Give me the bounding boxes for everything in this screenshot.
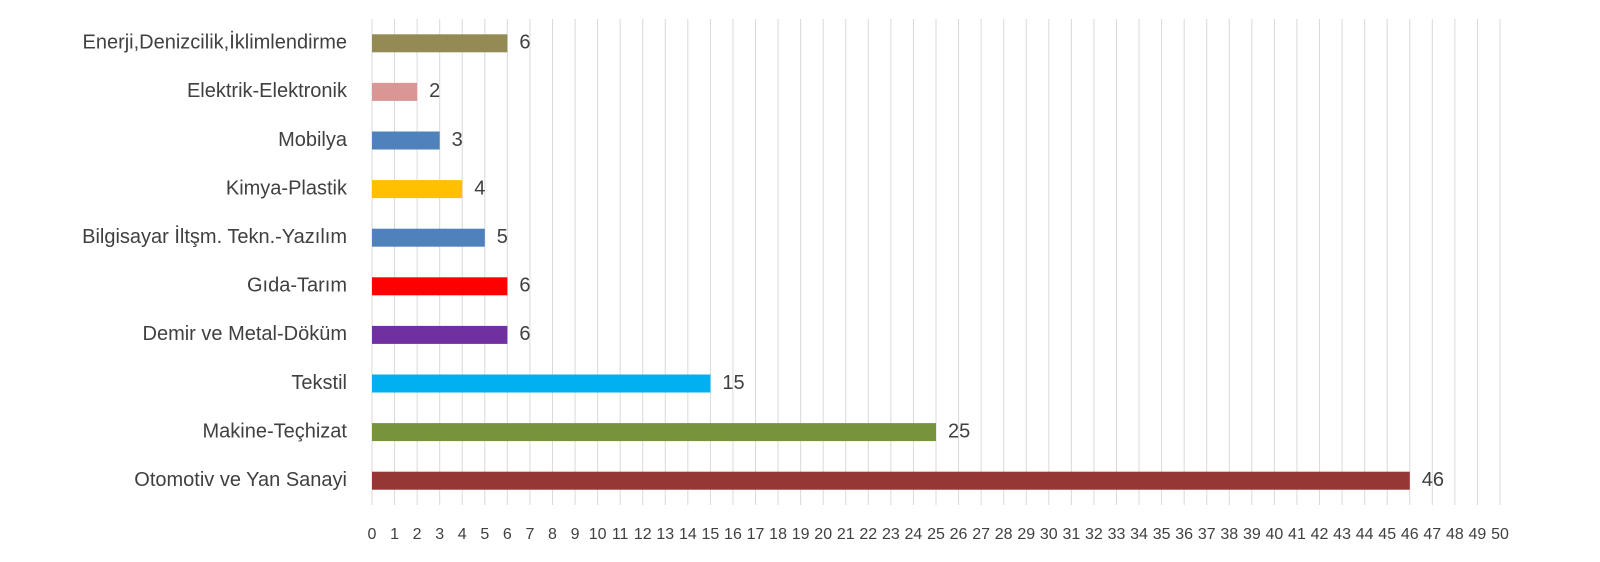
bar: [372, 82, 418, 101]
x-tick-label: 42: [1311, 526, 1329, 543]
x-tick-label: 7: [525, 526, 534, 543]
y-tick-label: Mobilya: [278, 129, 348, 151]
x-tick-label: 33: [1108, 526, 1126, 543]
y-tick-label: Tekstil: [291, 372, 347, 394]
x-tick-label: 28: [995, 526, 1013, 543]
y-tick-label: Enerji,Denizcilik,İklimlendirme: [82, 31, 347, 54]
bar: [372, 34, 508, 53]
value-label: 25: [948, 420, 970, 442]
bar: [372, 180, 463, 199]
x-tick-label: 45: [1378, 526, 1396, 543]
x-tick-label: 2: [413, 526, 422, 543]
value-label: 6: [519, 32, 530, 54]
x-tick-label: 13: [656, 526, 674, 543]
bar: [372, 325, 508, 344]
x-tick-label: 3: [435, 526, 444, 543]
x-tick-label: 37: [1198, 526, 1216, 543]
x-tick-label: 34: [1130, 526, 1148, 543]
bar: [372, 228, 485, 247]
x-tick-label: 36: [1175, 526, 1193, 543]
x-tick-label: 23: [882, 526, 900, 543]
x-tick-label: 43: [1333, 526, 1351, 543]
x-tick-label: 1: [390, 526, 399, 543]
x-tick-label: 39: [1243, 526, 1261, 543]
x-tick-label: 16: [724, 526, 742, 543]
x-tick-label: 8: [548, 526, 557, 543]
x-tick-label: 35: [1153, 526, 1171, 543]
bar: [372, 374, 711, 393]
value-label: 4: [474, 177, 485, 199]
x-tick-label: 10: [589, 526, 607, 543]
x-tick-label: 38: [1220, 526, 1238, 543]
x-tick-label: 27: [972, 526, 990, 543]
value-label: 15: [722, 372, 744, 394]
x-tick-label: 32: [1085, 526, 1103, 543]
x-tick-label: 29: [1017, 526, 1035, 543]
x-tick-label: 30: [1040, 526, 1058, 543]
y-tick-label: Bilgisayar İltşm. Tekn.-Yazılım: [82, 225, 347, 248]
y-tick-label: Demir ve Metal-Döküm: [143, 323, 347, 345]
bar: [372, 471, 1410, 490]
y-tick-label: Gıda-Tarım: [247, 275, 347, 297]
value-label: 3: [452, 129, 463, 151]
x-tick-label: 48: [1446, 526, 1464, 543]
value-label: 6: [519, 275, 530, 297]
bar: [372, 277, 508, 296]
x-tick-label: 44: [1356, 526, 1374, 543]
x-tick-label: 18: [769, 526, 787, 543]
x-tick-label: 14: [679, 526, 697, 543]
x-tick-label: 12: [634, 526, 652, 543]
x-tick-label: 0: [368, 526, 377, 543]
x-tick-label: 19: [792, 526, 810, 543]
x-tick-label: 24: [905, 526, 923, 543]
x-tick-label: 22: [859, 526, 877, 543]
x-tick-label: 17: [747, 526, 765, 543]
x-tick-label: 26: [950, 526, 968, 543]
x-tick-label: 49: [1469, 526, 1487, 543]
value-label: 46: [1422, 469, 1444, 491]
value-label: 6: [519, 323, 530, 345]
bar: [372, 131, 440, 150]
x-tick-label: 15: [702, 526, 720, 543]
x-tick-label: 20: [814, 526, 832, 543]
x-tick-label: 5: [480, 526, 489, 543]
x-tick-label: 31: [1062, 526, 1080, 543]
value-label: 2: [429, 80, 440, 102]
x-tick-label: 6: [503, 526, 512, 543]
bar: [372, 423, 936, 442]
x-tick-label: 4: [458, 526, 467, 543]
y-tick-label: Kimya-Plastik: [226, 177, 348, 199]
x-tick-label: 40: [1266, 526, 1284, 543]
x-tick-label: 47: [1423, 526, 1441, 543]
x-tick-label: 25: [927, 526, 945, 543]
value-label: 5: [497, 226, 508, 248]
y-tick-label: Elektrik-Elektronik: [187, 80, 348, 102]
x-tick-label: 21: [837, 526, 855, 543]
y-tick-label: Makine-Teçhizat: [202, 420, 347, 442]
x-tick-label: 50: [1491, 526, 1509, 543]
x-tick-label: 9: [571, 526, 580, 543]
x-tick-label: 46: [1401, 526, 1419, 543]
x-tick-label: 11: [612, 526, 629, 543]
x-tick-label: 41: [1288, 526, 1306, 543]
y-tick-label: Otomotiv ve Yan Sanayi: [134, 469, 347, 491]
